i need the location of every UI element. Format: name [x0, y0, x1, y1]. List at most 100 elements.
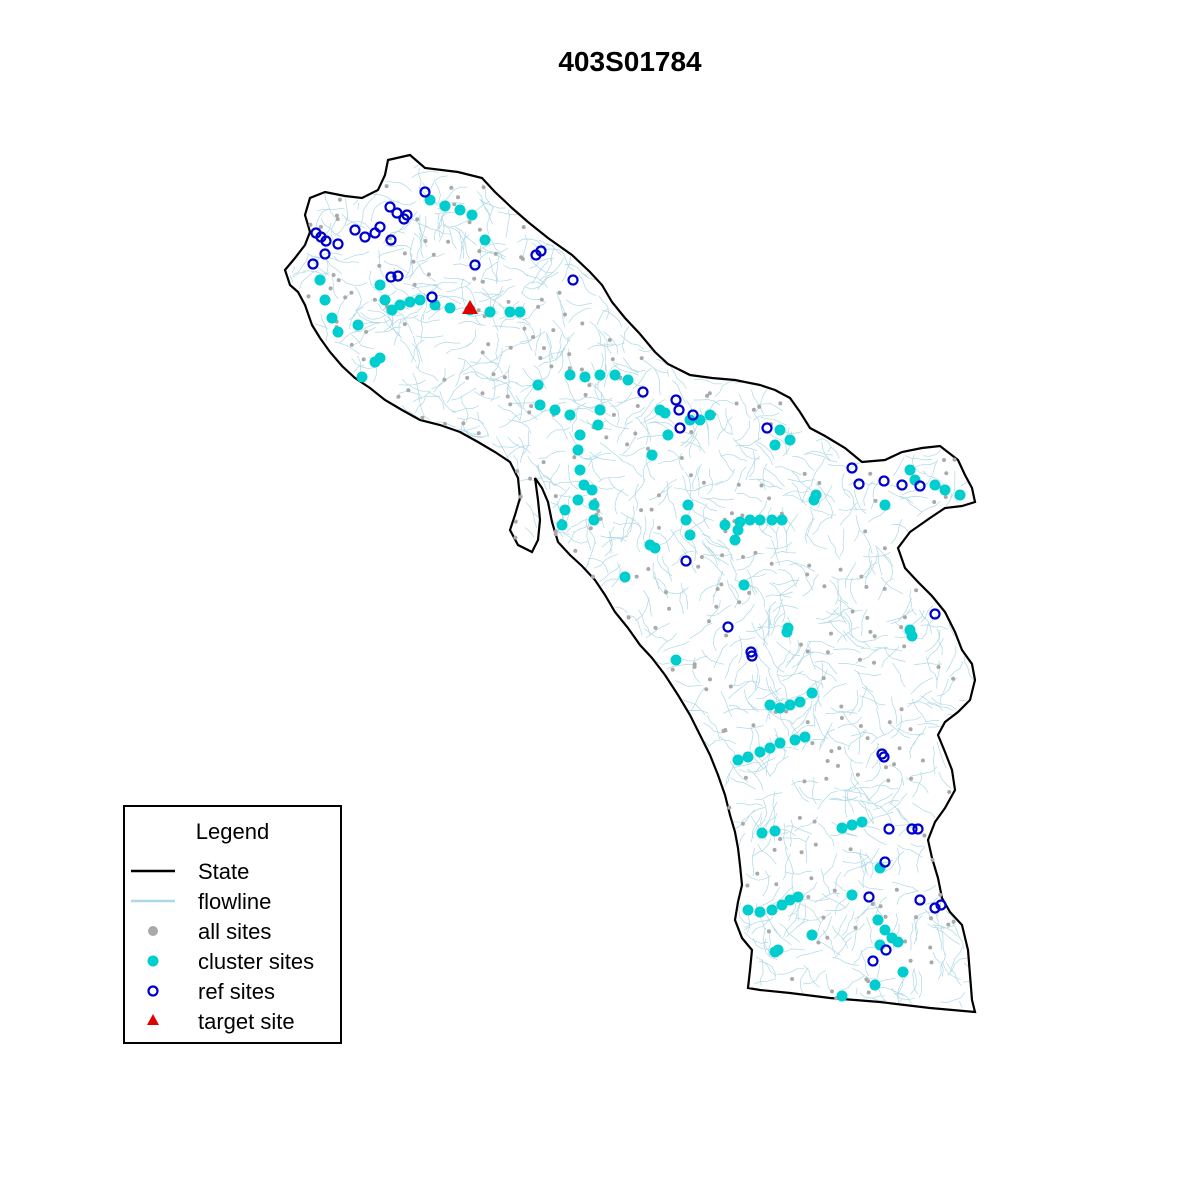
all-site-point	[825, 935, 830, 940]
all-site-point	[567, 366, 572, 371]
all-site-point	[848, 847, 853, 852]
all-site-point	[897, 746, 902, 751]
all-site-point	[868, 629, 873, 634]
ref-site-point	[384, 201, 396, 213]
cluster-site-point	[754, 906, 766, 918]
all-site-point	[443, 421, 447, 426]
all-site-point	[909, 776, 914, 781]
cluster-site-point	[588, 514, 600, 526]
ref-site-point	[722, 621, 734, 633]
all-site-point	[719, 582, 724, 587]
ref-site-point	[846, 462, 858, 474]
cluster-site-point	[872, 914, 884, 926]
all-site-point	[757, 404, 762, 409]
all-site-point	[502, 375, 507, 380]
cluster-site-point	[846, 889, 858, 901]
all-site-point	[929, 960, 934, 965]
cluster-site-point	[356, 371, 368, 383]
all-site-point	[729, 511, 734, 516]
cluster-site-point	[764, 699, 776, 711]
cluster-site-point	[374, 352, 386, 364]
legend-label-ref-sites: ref sites	[198, 979, 276, 1004]
all-site-point	[557, 290, 562, 295]
all-site-point	[832, 888, 837, 893]
all-site-point	[461, 421, 466, 426]
all-site-point	[767, 496, 772, 501]
cluster-site-point	[792, 891, 804, 903]
cluster-site-point	[738, 579, 750, 591]
all-site-point	[541, 460, 546, 465]
all-site-point	[337, 197, 342, 202]
all-site-point	[415, 217, 420, 222]
ref-site-point	[853, 478, 865, 490]
all-site-point	[515, 469, 520, 474]
all-site-point	[825, 759, 830, 763]
cluster-site-point	[769, 439, 781, 451]
all-site-point	[723, 728, 728, 732]
all-site-point	[626, 615, 631, 620]
all-site-point	[343, 295, 348, 300]
cluster-site-point	[659, 407, 671, 419]
all-site-point	[839, 716, 844, 720]
cluster-site-point	[684, 414, 696, 426]
ref-site-point	[332, 238, 344, 250]
all-site-point	[751, 407, 756, 412]
cluster-site-point	[781, 626, 793, 638]
all-site-point	[859, 574, 864, 579]
all-site-point	[442, 377, 447, 382]
all-site-point	[853, 925, 858, 930]
all-site-point	[822, 584, 827, 589]
cluster-site-point	[649, 542, 661, 554]
all-site-point	[384, 184, 389, 189]
cluster-site-point	[352, 319, 364, 331]
all-site-point	[778, 837, 783, 841]
all-site-point	[878, 904, 883, 909]
all-site-point	[872, 634, 877, 639]
all-site-point	[736, 482, 741, 487]
ref-site-point	[369, 227, 381, 239]
all-site-point	[396, 394, 401, 399]
all-site-point	[639, 508, 644, 513]
all-site-point	[865, 615, 870, 620]
cluster-site-point	[766, 514, 778, 526]
all-site-point	[477, 249, 482, 254]
all-site-point	[635, 404, 640, 408]
cluster-site-point	[556, 519, 568, 531]
cluster-site-point	[684, 529, 696, 541]
all-site-point	[361, 357, 366, 362]
cluster-site-point	[846, 819, 858, 831]
all-site-point	[816, 940, 821, 945]
all-site-point	[759, 483, 764, 488]
ref-site-point	[687, 409, 699, 421]
cluster-site-point	[549, 404, 561, 416]
cluster-site-point	[319, 294, 331, 306]
all-site-point	[784, 709, 789, 714]
legend: Legend State flowline all sites cluster …	[123, 805, 342, 1044]
all-site-point	[810, 741, 815, 746]
cluster-site-point	[572, 444, 584, 456]
all-site-point	[591, 574, 595, 579]
ref-site-point	[567, 274, 579, 286]
cluster-site-point	[586, 484, 598, 496]
all-site-point	[646, 567, 651, 571]
all-site-point	[588, 526, 593, 531]
legend-item-flowline: flowline	[125, 887, 340, 917]
cluster-site-point	[379, 294, 391, 306]
all-site-point	[486, 342, 491, 347]
map-title: 403S01784	[558, 46, 702, 77]
cluster-site-point	[794, 696, 806, 708]
all-site-point	[653, 625, 658, 630]
all-site-point	[596, 509, 601, 513]
all-site-point	[689, 430, 694, 434]
cluster-sites-layer	[314, 194, 966, 1002]
all-site-point	[920, 758, 925, 763]
all-site-point	[707, 619, 711, 624]
all-site-point	[539, 297, 544, 302]
cluster-site-point	[774, 737, 786, 749]
all-site-point	[864, 585, 869, 589]
ref-site-point	[879, 856, 891, 868]
all-site-point	[720, 553, 725, 558]
all-site-point	[349, 342, 354, 347]
ref-site-point	[878, 475, 890, 487]
all-sites-layer	[306, 184, 957, 1001]
